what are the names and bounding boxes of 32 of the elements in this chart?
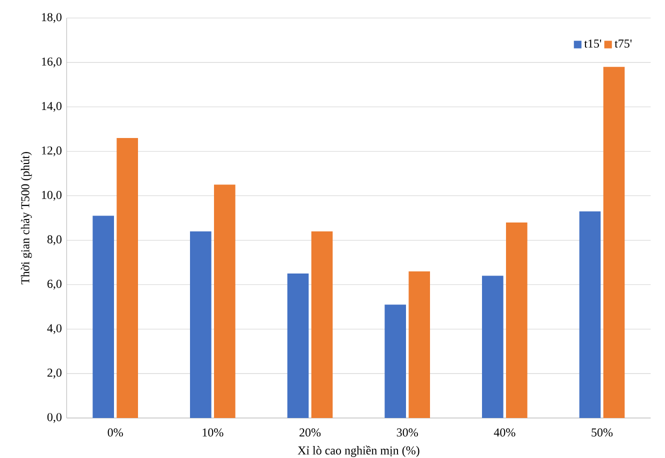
- y-tick-label: 16,0: [42, 58, 62, 68]
- y-axis-title: Thời gian chảy T500 (phút): [20, 152, 32, 284]
- x-tick-label: 10%: [202, 428, 224, 437]
- bar: [214, 184, 236, 418]
- bar: [311, 231, 333, 418]
- x-tick-label: 50%: [592, 428, 613, 437]
- y-tick-label: 14,0: [42, 102, 62, 112]
- bar: [116, 138, 138, 418]
- x-tick-label: 0%: [108, 428, 123, 437]
- x-tick-label: 20%: [300, 428, 321, 437]
- legend-label: t75': [614, 40, 632, 48]
- bar: [579, 211, 601, 418]
- x-axis-title: Xỉ lò cao nghiền mịn (%): [298, 446, 420, 457]
- y-tick-label: 0,0: [47, 413, 62, 423]
- bar: [603, 66, 625, 418]
- bar: [506, 222, 528, 418]
- y-tick-label: 10,0: [42, 190, 62, 201]
- bar: [287, 274, 309, 418]
- x-tick-label: 40%: [494, 428, 516, 437]
- bar: [482, 276, 504, 418]
- y-tick-label: 2,0: [47, 368, 62, 378]
- y-tick-label: 18,0: [42, 13, 62, 23]
- y-tick-label: 8,0: [47, 235, 62, 246]
- y-tick-label: 4,0: [47, 324, 62, 334]
- bar: [384, 304, 406, 418]
- y-tick-label: 12,0: [42, 146, 62, 156]
- legend-label: t15': [584, 40, 602, 48]
- bar: [190, 231, 212, 418]
- x-tick-label: 30%: [396, 428, 418, 437]
- bar: [92, 216, 114, 418]
- y-tick-label: 6,0: [47, 280, 62, 290]
- bar: [408, 271, 430, 418]
